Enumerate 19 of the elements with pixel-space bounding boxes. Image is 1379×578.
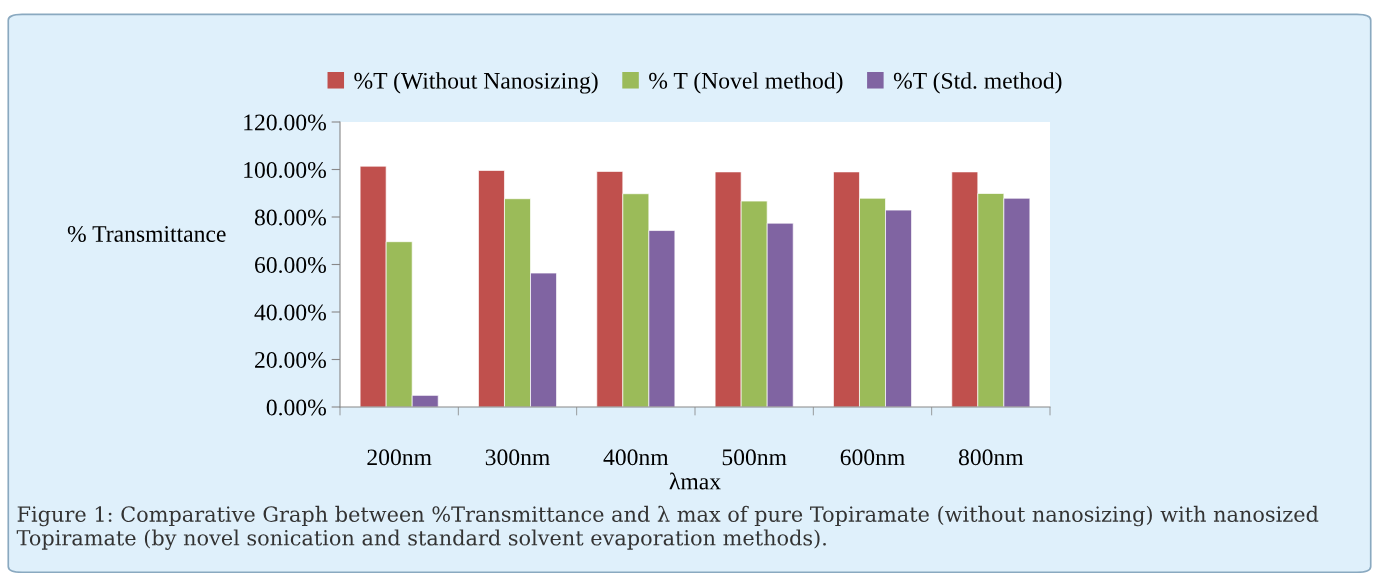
x-tick-label: 600nm: [840, 449, 905, 466]
caption: Figure 1: Comparative Graph between %Transmittance and λ max of pure Topiramate (without nanosizing) with nanosized Topiramate (by novel sonication and standard solvent evaporation methods).: [16, 505, 1319, 550]
y-tick-label: 20.00%: [255, 351, 326, 369]
x-tick-label: 500nm: [722, 449, 787, 466]
y-tick-label: 60.00%: [255, 256, 326, 274]
y-tick-label: 100.00%: [244, 161, 326, 179]
legend-label: %T (Std. method): [893, 72, 1062, 94]
legend-label: % T (Novel method): [649, 72, 843, 94]
y-tick-label: 80.00%: [254, 209, 326, 226]
x-tick-label: 200nm: [367, 449, 432, 466]
y-tick-label: 120.00%: [244, 114, 326, 131]
y-tick-label: 40.00%: [254, 304, 326, 321]
x-axis-title: λmax: [669, 472, 721, 490]
x-tick-label: 300nm: [485, 449, 550, 466]
legend-label: %T (Without Nanosizing): [354, 72, 598, 94]
y-axis-title: % Transmittance: [67, 225, 226, 242]
y-tick-label: 0.00%: [266, 399, 326, 416]
x-tick-label: 800nm: [958, 449, 1024, 466]
x-tick-label: 400nm: [603, 449, 669, 466]
